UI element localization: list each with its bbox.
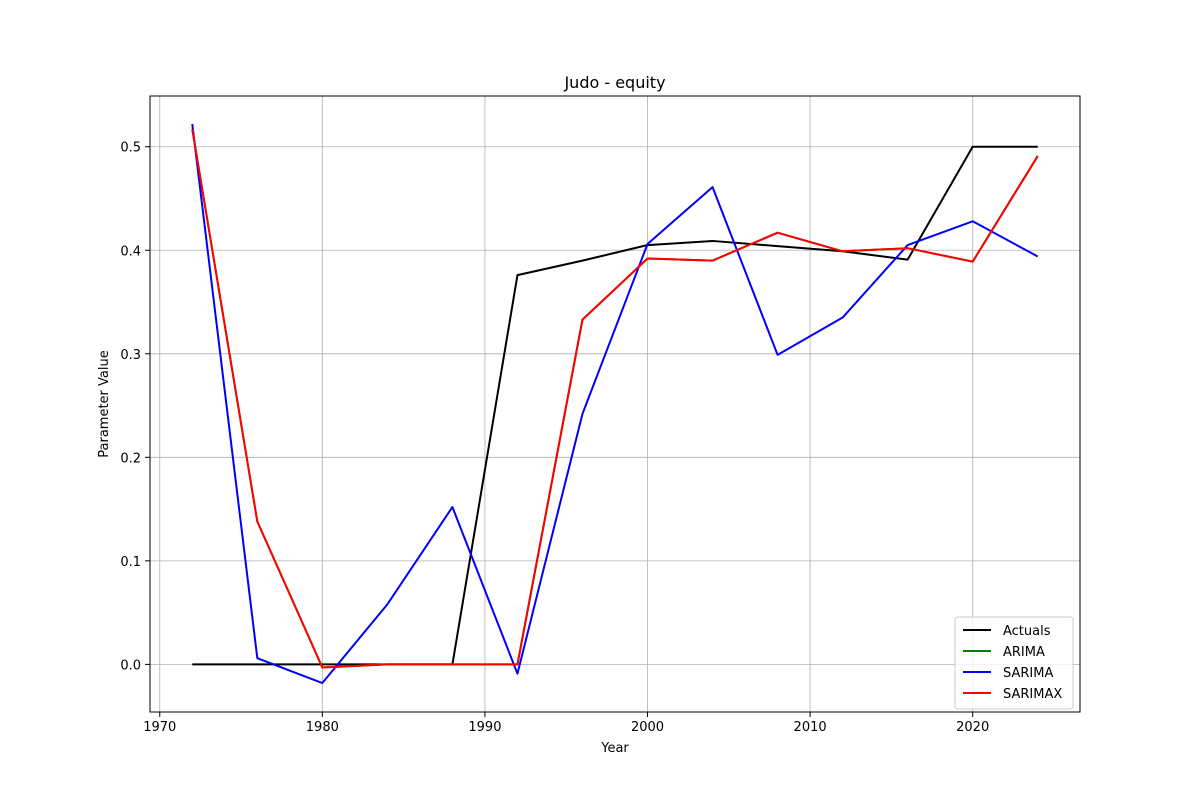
y-axis-label: Parameter Value: [97, 350, 112, 457]
series-layer: [191, 123, 1039, 685]
x-tick-label: 1990: [468, 720, 501, 735]
series-line-arima: [191, 128, 1039, 669]
x-tick-label: 1980: [306, 720, 339, 735]
y-tick-label: 0.2: [120, 451, 141, 466]
y-tick-label: 0.5: [120, 141, 141, 156]
ticks: 1970 1980 1990 2000 2010 2020 0.0 0.1 0.2 0.3 0.4 0…: [120, 141, 989, 735]
x-tick-label: 2000: [631, 720, 664, 735]
series-line-sarima: [191, 123, 1039, 685]
x-tick-label: 1970: [143, 720, 176, 735]
legend: Actuals ARIMA SARIMA SARIMAX: [954, 616, 1074, 710]
plot-frame: [149, 95, 1081, 713]
legend-entry-actuals: Actuals: [1003, 624, 1051, 639]
series-line-sarimax: [191, 128, 1039, 669]
y-tick-label: 0.1: [120, 555, 141, 570]
legend-entry-arima: ARIMA: [1003, 645, 1045, 660]
grid: [150, 96, 1080, 712]
y-tick-label: 0.0: [120, 658, 141, 673]
y-tick-label: 0.4: [120, 244, 141, 259]
chart-title: Judo - equity: [563, 73, 665, 92]
y-tick-label: 0.3: [120, 348, 141, 363]
x-tick-label: 2010: [794, 720, 827, 735]
legend-box: [954, 616, 1074, 710]
legend-entry-sarimax: SARIMAX: [1003, 687, 1062, 702]
series-line-actuals: [192, 145, 1038, 666]
x-tick-label: 2020: [956, 720, 989, 735]
legend-entry-sarima: SARIMA: [1003, 666, 1053, 681]
x-axis-label: Year: [600, 741, 629, 756]
